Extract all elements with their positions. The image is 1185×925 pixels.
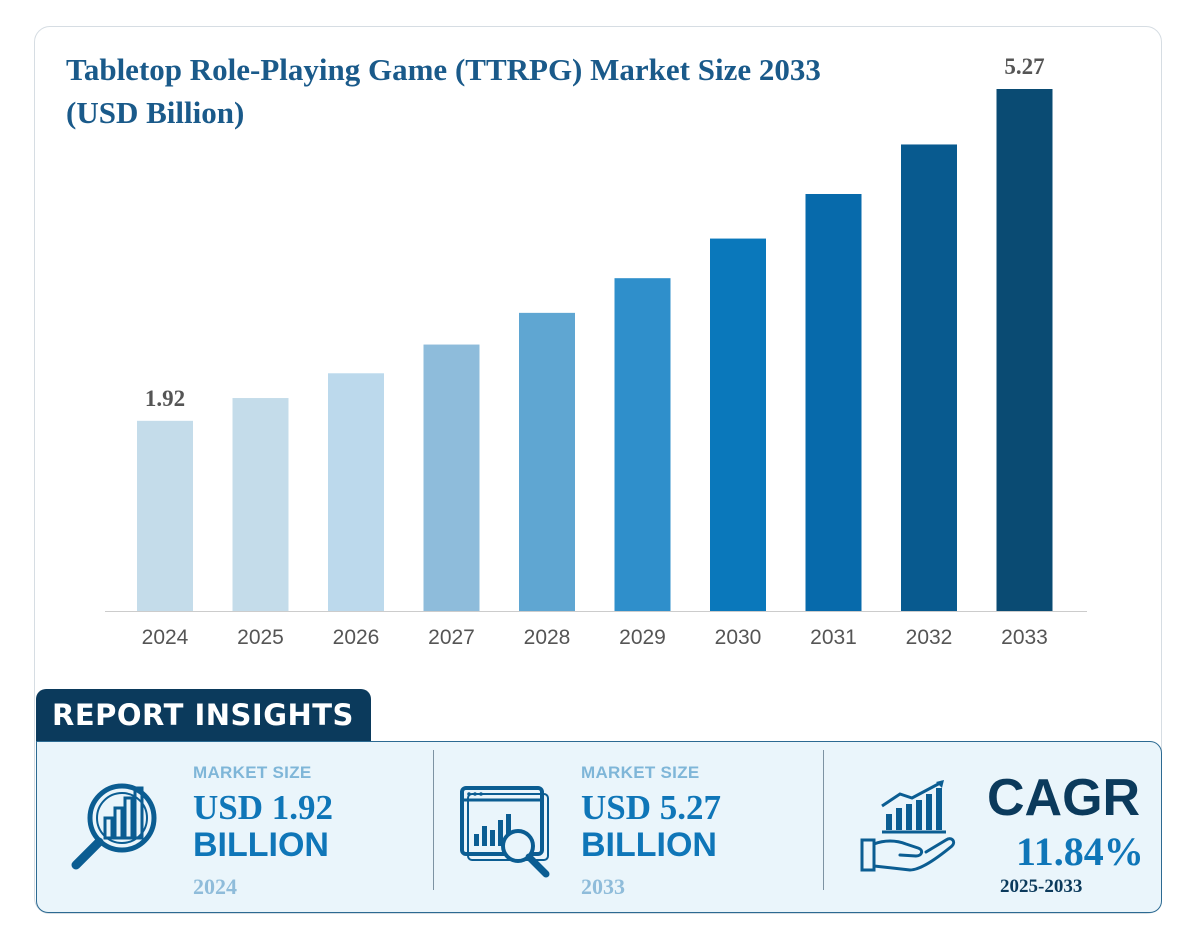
cagr-title: CAGR: [987, 769, 1141, 827]
market-size-value: USD 5.27: [581, 788, 722, 827]
x-tick-label: 2031: [810, 626, 857, 649]
x-tick-label: 2032: [906, 626, 953, 649]
bar-chart: 2024 2025 2026 2027 2028 2029 2030 2031 2032 2033…: [105, 54, 1087, 649]
cagr-period: 2025-2033: [1000, 876, 1083, 897]
bar-2025: [232, 398, 289, 611]
cagr-value: 11.84%: [1016, 829, 1144, 874]
x-tick-label: 2026: [333, 626, 380, 649]
market-size-unit: BILLION: [581, 826, 717, 864]
market-size-unit: BILLION: [193, 826, 329, 864]
magnifier-chart-icon: [71, 783, 157, 870]
x-tick-label: 2027: [428, 626, 475, 649]
insights-panel: [36, 741, 1162, 913]
screen-chart-magnifier-icon: [460, 786, 550, 878]
bar-2032: [901, 144, 957, 611]
insights-divider: [823, 750, 824, 890]
market-size-year: 2033: [581, 874, 625, 899]
bar-2029: [614, 278, 671, 611]
bar-2031: [805, 193, 862, 611]
x-tick-label: 2029: [619, 626, 666, 649]
x-tick-label: 2030: [715, 626, 762, 649]
insights-divider: [433, 750, 434, 890]
report-insights-tab: REPORT INSIGHTS: [36, 689, 371, 741]
x-tick-label: 2033: [1001, 626, 1048, 649]
bar-2028: [519, 312, 575, 611]
bar-2030: [710, 238, 766, 611]
data-label: 5.27: [1004, 54, 1044, 79]
bar-2026: [328, 373, 384, 611]
x-tick-label: 2025: [237, 626, 284, 649]
market-size-label: MARKET SIZE: [581, 763, 700, 782]
market-size-label: MARKET SIZE: [193, 763, 312, 782]
hand-growth-chart-icon: [860, 780, 956, 872]
market-size-value: USD 1.92: [193, 788, 334, 827]
bar-2033: [996, 89, 1053, 611]
data-label: 1.92: [145, 386, 185, 411]
x-tick-label: 2028: [524, 626, 571, 649]
bar-2024: [137, 420, 193, 611]
chart-title: Tabletop Role-Playing Game (TTRPG) Marke…: [66, 52, 821, 130]
market-size-year: 2024: [193, 874, 237, 899]
x-tick-label: 2024: [142, 626, 189, 649]
bar-2027: [423, 344, 480, 611]
